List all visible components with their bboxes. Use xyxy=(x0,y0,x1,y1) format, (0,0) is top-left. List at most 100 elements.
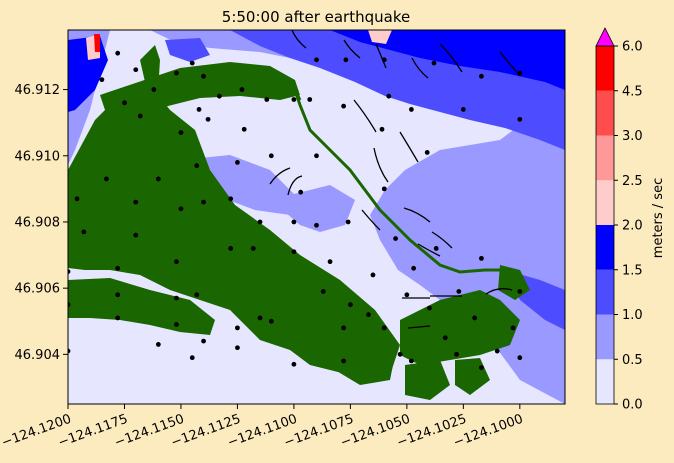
colorbar-band-0 xyxy=(596,359,614,404)
gauge-marker-44 xyxy=(345,219,351,225)
colorbar-band-2 xyxy=(596,269,614,315)
gauge-marker-20 xyxy=(479,73,484,79)
gauge-marker-93 xyxy=(442,335,448,341)
gauge-marker-56 xyxy=(291,249,297,255)
colorbar-tick-label-8: 6.0 xyxy=(622,40,643,55)
gauge-marker-74 xyxy=(68,348,71,354)
gauge-marker-90 xyxy=(291,361,297,367)
y-tick-label-0: 46.904 xyxy=(15,348,61,363)
gauge-marker-79 xyxy=(257,315,263,321)
colorbar-tick-label-4: 2.0 xyxy=(622,219,643,234)
colorbar-band-4 xyxy=(596,180,614,225)
gauge-marker-77 xyxy=(201,338,206,344)
gauge-marker-22 xyxy=(341,103,347,109)
gauge-marker-26 xyxy=(517,116,523,122)
gauge-marker-61 xyxy=(479,255,484,261)
gauge-marker-65 xyxy=(194,292,200,298)
colorbar-tick-label-2: 1.0 xyxy=(622,308,643,323)
gauge-marker-35 xyxy=(155,176,161,182)
gauge-marker-78 xyxy=(235,325,240,331)
gauge-marker-5 xyxy=(196,107,202,112)
gauge-marker-50 xyxy=(81,229,87,235)
gauge-marker-63 xyxy=(115,292,121,298)
gauge-marker-32 xyxy=(235,159,240,165)
gauge-marker-91 xyxy=(341,358,347,364)
gauge-marker-12 xyxy=(99,77,105,83)
gauge-marker-75 xyxy=(115,315,121,321)
gauge-marker-7 xyxy=(239,87,245,92)
colorbar-tick-label-6: 3.0 xyxy=(622,129,643,144)
gauge-marker-70 xyxy=(427,305,432,311)
gauge-marker-43 xyxy=(314,222,319,228)
gauge-marker-60 xyxy=(433,246,439,251)
gauge-marker-31 xyxy=(314,153,319,159)
colorbar-band-6 xyxy=(596,90,614,136)
gauge-marker-55 xyxy=(250,246,256,251)
gauge-marker-89 xyxy=(235,345,240,351)
gauge-marker-36 xyxy=(104,176,109,182)
gauge-marker-27 xyxy=(291,97,297,102)
chart-title: 5:50:00 after earthquake xyxy=(222,8,410,26)
gauge-marker-9 xyxy=(205,116,211,122)
gauge-marker-4 xyxy=(201,73,206,79)
gauge-marker-25 xyxy=(460,107,466,112)
gauge-marker-54 xyxy=(228,246,234,251)
gauge-marker-62 xyxy=(68,302,71,308)
gauge-marker-39 xyxy=(178,206,184,212)
gauge-marker-83 xyxy=(408,358,414,364)
gauge-marker-41 xyxy=(298,189,304,195)
speed-band-4b xyxy=(368,30,392,44)
colorbar-label: meters / sec xyxy=(651,178,666,258)
gauge-marker-37 xyxy=(74,196,80,202)
gauge-marker-87 xyxy=(155,342,161,347)
gauge-marker-66 xyxy=(320,289,326,294)
speed-band-3 xyxy=(330,30,565,90)
gauge-marker-58 xyxy=(370,272,376,278)
gauge-marker-59 xyxy=(411,265,417,271)
gauge-marker-73 xyxy=(517,289,523,294)
gauge-marker-10 xyxy=(178,130,184,136)
gauge-marker-11 xyxy=(137,113,143,119)
gauge-marker-1 xyxy=(133,67,139,73)
gauge-marker-72 xyxy=(472,315,478,321)
gauge-marker-40 xyxy=(228,196,234,202)
gauge-marker-23 xyxy=(386,93,392,99)
gauge-marker-67 xyxy=(347,302,353,308)
gauge-marker-47 xyxy=(257,219,263,225)
gauge-marker-29 xyxy=(379,126,385,132)
gauge-marker-38 xyxy=(133,199,139,205)
gauge-markers xyxy=(68,50,523,370)
gauge-marker-81 xyxy=(341,325,347,331)
gauge-marker-57 xyxy=(327,259,333,265)
causeway-road xyxy=(293,89,500,274)
gauge-marker-48 xyxy=(201,199,206,205)
gauge-marker-53 xyxy=(174,259,179,265)
gauge-marker-76 xyxy=(174,322,179,327)
plot-area xyxy=(68,30,565,404)
gauge-marker-64 xyxy=(174,295,179,301)
flow-vectors xyxy=(269,30,521,329)
colorbar-band-7 xyxy=(596,46,614,91)
colorbar-tick-label-0: 0.0 xyxy=(622,398,643,413)
gauge-marker-6 xyxy=(216,93,222,99)
colorbar-band-5 xyxy=(596,135,614,181)
colorbar-band-1 xyxy=(596,314,614,360)
gauge-marker-24 xyxy=(408,107,414,112)
colorbar: 0.0 0.5 1.0 1.5 2.0 2.5 3.0 4.5 6.0 xyxy=(595,27,643,413)
gauge-marker-19 xyxy=(431,60,437,66)
colorbar-tick-label-7: 4.5 xyxy=(622,84,643,99)
colorbar-tick-label-3: 1.5 xyxy=(622,263,643,278)
gauge-marker-71 xyxy=(456,289,462,294)
gauge-marker-88 xyxy=(189,355,195,361)
gauge-marker-52 xyxy=(115,265,121,271)
gauge-marker-17 xyxy=(343,57,349,63)
gauge-marker-45 xyxy=(393,236,398,241)
gauge-marker-42 xyxy=(291,219,297,225)
y-tick-label-1: 46.906 xyxy=(15,282,61,297)
gauge-marker-94 xyxy=(494,348,500,354)
gauge-marker-82 xyxy=(381,325,387,331)
gauge-marker-15 xyxy=(264,97,270,102)
speed-band-7 xyxy=(94,34,100,52)
gauge-marker-69 xyxy=(404,292,410,298)
